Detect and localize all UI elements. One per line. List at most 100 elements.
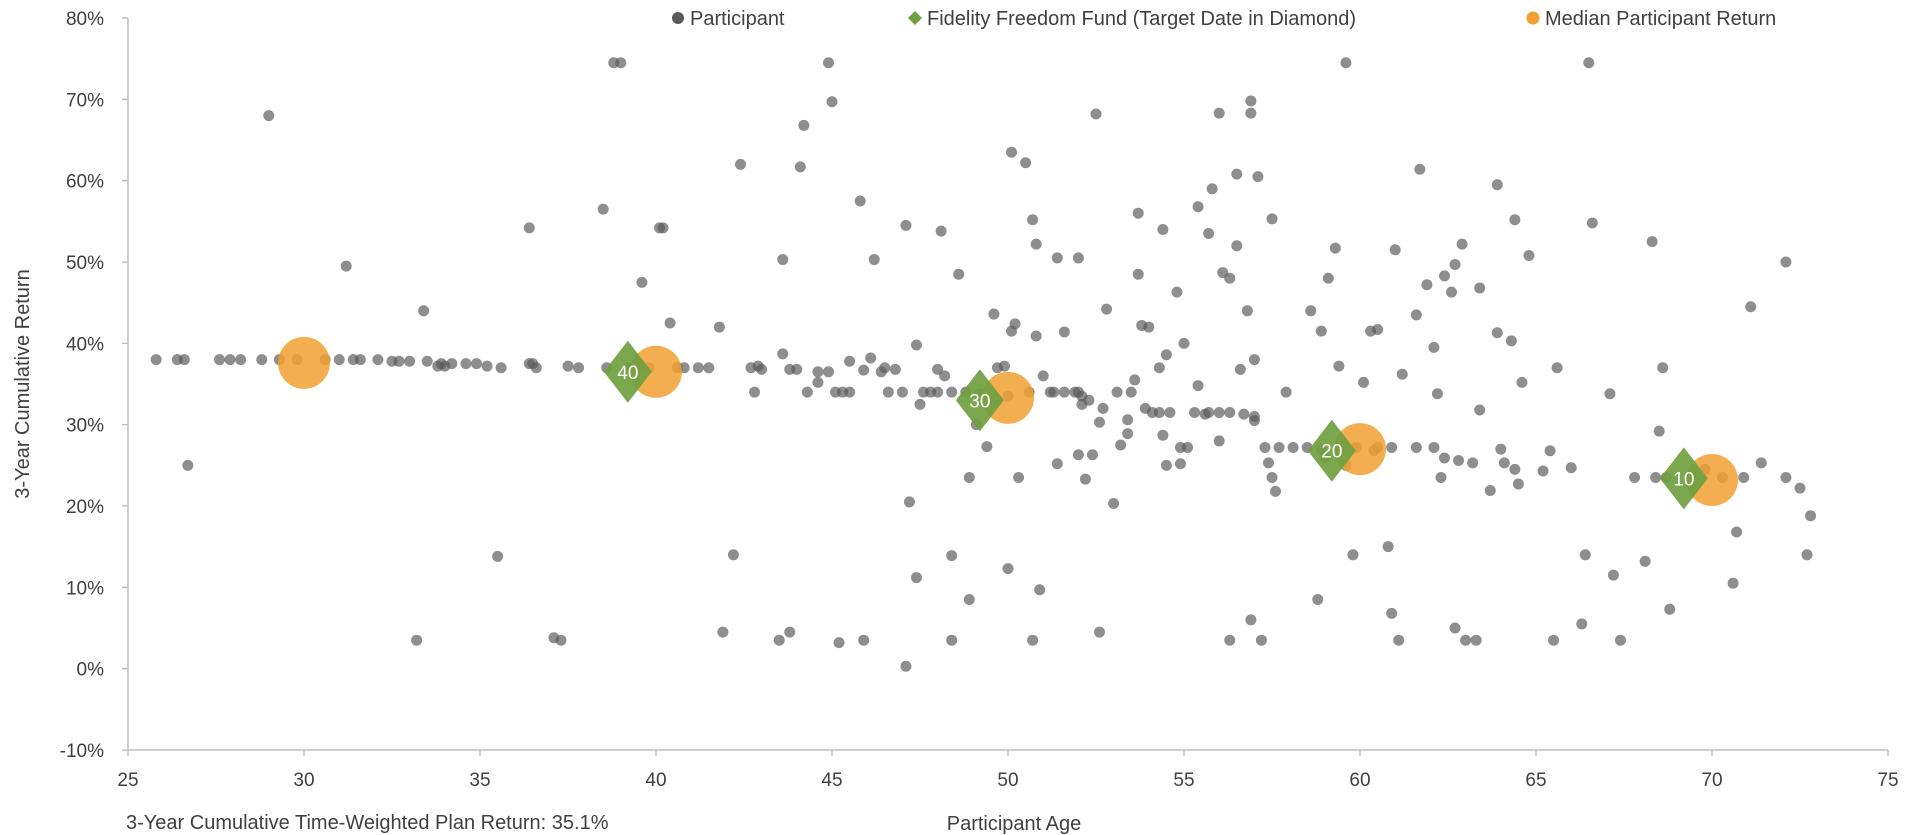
participant-point — [713, 321, 725, 333]
participant-point — [896, 386, 908, 398]
participant-point — [1449, 622, 1461, 634]
participant-point — [1153, 362, 1165, 374]
participant-point — [481, 360, 493, 372]
participant-point — [214, 354, 226, 366]
legend-participant-marker — [672, 12, 684, 24]
participant-point — [918, 386, 930, 398]
participant-point — [1646, 236, 1658, 248]
participant-point — [703, 362, 715, 374]
participant-point — [1122, 414, 1134, 426]
participant-point — [717, 626, 729, 638]
participant-point — [1382, 541, 1394, 553]
y-tick-label: 80% — [66, 9, 104, 30]
participant-point — [1160, 349, 1172, 361]
participant-point — [1231, 240, 1243, 252]
participant-point — [1072, 252, 1084, 264]
participant-point — [263, 110, 275, 122]
participant-point — [393, 355, 405, 367]
participant-point — [1027, 634, 1039, 646]
participant-point — [791, 363, 803, 375]
median-point — [278, 336, 330, 389]
participant-point — [1431, 388, 1443, 400]
participant-point — [1438, 270, 1450, 282]
participant-point — [1491, 179, 1503, 191]
participant-point — [1607, 569, 1619, 581]
participant-point — [1421, 279, 1433, 291]
participant-point — [1020, 157, 1032, 169]
participant-point — [1435, 472, 1447, 484]
participant-point — [1579, 549, 1591, 561]
participant-point — [692, 362, 704, 374]
participant-point — [1097, 402, 1109, 414]
participant-point — [404, 355, 416, 367]
participant-point — [1474, 282, 1486, 294]
fund-target-label: 40 — [617, 363, 638, 384]
participant-point — [794, 161, 806, 173]
participant-point — [935, 225, 947, 237]
participant-point — [988, 308, 1000, 320]
participant-point — [1132, 268, 1144, 280]
x-tick-label: 40 — [645, 770, 666, 791]
participant-point — [1224, 634, 1236, 646]
participant-point — [224, 354, 236, 366]
participant-point — [1650, 472, 1662, 484]
participant-point — [1273, 441, 1285, 453]
participant-point — [1498, 457, 1510, 469]
participant-point — [1213, 435, 1225, 447]
participant-point — [1794, 482, 1806, 494]
x-tick-label: 55 — [1173, 770, 1194, 791]
participant-point — [411, 634, 423, 646]
participant-point — [1206, 183, 1218, 195]
participant-point — [1329, 242, 1341, 254]
x-tick-label: 45 — [821, 770, 842, 791]
participant-point — [1456, 238, 1468, 250]
participant-point — [1474, 404, 1486, 416]
participant-point — [900, 660, 912, 672]
participant-point — [812, 376, 824, 388]
participant-point — [900, 219, 912, 231]
participant-point — [777, 254, 789, 266]
participant-point — [1051, 458, 1063, 470]
participant-point — [963, 594, 975, 606]
participant-point — [1160, 459, 1172, 471]
participant-point — [1410, 309, 1422, 321]
legend: Participant Fidelity Freedom Fund (Target… — [672, 8, 1776, 30]
participant-point — [597, 203, 609, 215]
participant-point — [1153, 406, 1165, 418]
participant-point — [1094, 416, 1106, 428]
x-tick-label: 65 — [1525, 770, 1546, 791]
participant-point — [1006, 146, 1018, 158]
participant-point — [1030, 238, 1042, 250]
y-tick-label: 10% — [66, 578, 104, 599]
participant-point — [1738, 472, 1750, 484]
participant-point — [523, 358, 535, 370]
participant-point — [1523, 249, 1535, 261]
participant-point — [868, 254, 880, 266]
participant-point — [1013, 472, 1025, 484]
participant-point — [1305, 305, 1317, 317]
participant-point — [615, 57, 627, 69]
participant-point — [946, 550, 958, 562]
legend-item: Fidelity Freedom Fund (Target Date in Di… — [908, 8, 1356, 30]
participant-point — [1030, 330, 1042, 342]
participant-point — [1438, 452, 1450, 464]
participant-point — [1090, 108, 1102, 120]
participant-point — [1639, 555, 1651, 567]
participant-point — [418, 305, 430, 317]
median-point — [630, 345, 682, 398]
participant-point — [1801, 549, 1813, 561]
participant-point — [1157, 429, 1169, 441]
participant-point — [1101, 303, 1113, 315]
participant-point — [421, 355, 433, 367]
participant-point — [1266, 472, 1278, 484]
participant-point — [1132, 207, 1144, 219]
participant-point — [1470, 634, 1482, 646]
participant-point — [460, 358, 472, 370]
participant-point — [1213, 107, 1225, 119]
participant-point — [664, 317, 676, 329]
participant-point — [354, 354, 366, 366]
participant-point — [1805, 510, 1817, 522]
participant-point — [946, 634, 958, 646]
participant-point — [981, 441, 993, 453]
participant-point — [340, 260, 352, 272]
